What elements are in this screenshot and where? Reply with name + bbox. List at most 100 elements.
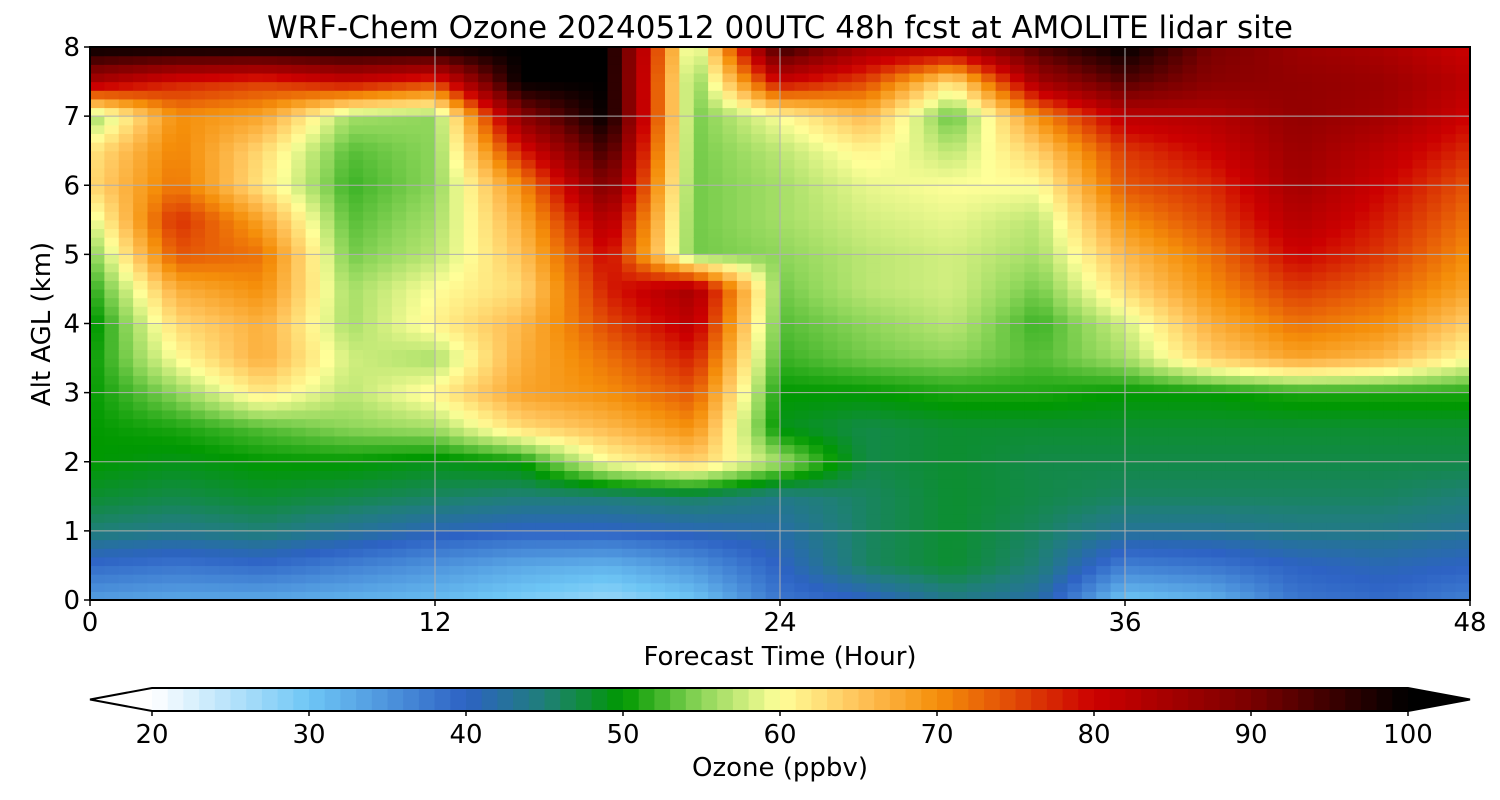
heat-cell xyxy=(636,288,652,299)
heat-cell xyxy=(952,245,968,255)
heat-cell xyxy=(1168,254,1184,264)
heat-cell xyxy=(1024,591,1040,600)
heat-cell xyxy=(923,288,939,299)
heat-cell xyxy=(391,409,407,420)
heat-cell xyxy=(147,332,163,342)
heat-cell xyxy=(1139,479,1155,489)
heat-cell xyxy=(262,470,278,480)
heat-cell xyxy=(334,193,350,204)
heat-cell xyxy=(851,98,867,109)
heat-cell xyxy=(564,133,580,143)
heat-cell xyxy=(736,453,752,463)
heat-cell xyxy=(636,487,652,497)
heat-cell xyxy=(1125,323,1140,333)
heat-cell xyxy=(90,98,105,109)
heat-cell xyxy=(751,176,767,186)
heat-cell xyxy=(1196,453,1212,463)
heat-cell xyxy=(147,358,163,368)
heat-cell xyxy=(506,263,522,273)
heat-cell xyxy=(765,453,781,463)
heat-cell xyxy=(621,323,637,333)
heat-cell xyxy=(90,383,105,394)
heat-cell xyxy=(334,133,350,143)
heat-cell xyxy=(118,435,134,446)
heat-cell xyxy=(564,444,580,454)
heat-cell xyxy=(966,522,982,532)
heat-cell xyxy=(550,185,565,195)
heat-cell xyxy=(521,107,537,117)
heat-cell xyxy=(665,539,680,549)
heat-cell xyxy=(435,228,450,238)
heat-cell xyxy=(1096,530,1112,541)
heat-cell xyxy=(966,323,982,333)
heat-cell xyxy=(1081,219,1097,230)
heat-cell xyxy=(1096,418,1112,428)
heat-cell xyxy=(952,582,968,592)
heat-cell xyxy=(233,116,249,126)
heat-cell xyxy=(578,392,594,402)
heat-cell xyxy=(1182,228,1198,238)
heat-cell xyxy=(104,237,120,247)
heat-cell xyxy=(1110,548,1126,558)
heat-cell xyxy=(780,211,795,221)
heat-cell xyxy=(909,375,925,385)
heat-cell xyxy=(492,427,508,437)
heat-cell xyxy=(1024,375,1040,385)
heat-cell xyxy=(1096,107,1112,117)
heat-cell xyxy=(1038,133,1054,143)
heat-cell xyxy=(981,409,997,420)
heat-cell xyxy=(1024,202,1040,212)
heat-cell xyxy=(90,366,105,376)
heat-cell xyxy=(478,228,494,238)
heat-cell xyxy=(1024,574,1040,584)
heat-cell xyxy=(406,176,422,186)
heat-cell xyxy=(578,90,594,100)
heat-cell xyxy=(966,271,982,281)
heat-cell xyxy=(1168,401,1184,411)
heat-cell xyxy=(521,245,537,255)
heat-cell xyxy=(837,409,853,420)
heat-cell xyxy=(506,487,522,497)
heat-cell xyxy=(808,548,824,558)
heat-cell xyxy=(995,288,1011,299)
heat-cell xyxy=(190,427,206,437)
heat-cell xyxy=(895,72,910,83)
heat-cell xyxy=(952,548,968,558)
heat-cell xyxy=(909,107,925,117)
heat-cell xyxy=(161,167,177,178)
heat-cell xyxy=(1081,193,1097,204)
heat-cell xyxy=(578,366,594,376)
heat-cell xyxy=(133,90,149,100)
heat-cell xyxy=(938,133,954,143)
heat-cell xyxy=(1010,116,1025,126)
heat-cell xyxy=(1024,392,1040,402)
heat-cell xyxy=(348,401,364,411)
heat-cell xyxy=(765,254,781,264)
heat-cell xyxy=(420,254,436,264)
heat-cell xyxy=(708,72,724,83)
heat-cell xyxy=(147,245,163,255)
heat-cell xyxy=(320,159,335,169)
heat-cell xyxy=(1010,90,1025,100)
heat-cell xyxy=(1168,392,1184,402)
heat-cell xyxy=(363,401,379,411)
heat-cell xyxy=(305,591,321,600)
heat-cell xyxy=(449,124,465,135)
heat-cell xyxy=(708,548,724,558)
heat-cell xyxy=(621,479,637,489)
heat-cell xyxy=(118,323,134,333)
heat-cell xyxy=(1182,435,1198,446)
heat-cell xyxy=(104,548,120,558)
heat-cell xyxy=(1024,453,1040,463)
heat-cell xyxy=(305,81,321,91)
heat-cell xyxy=(391,513,407,523)
heat-cell xyxy=(1081,582,1097,592)
heat-cell xyxy=(780,64,795,74)
heat-cell xyxy=(621,582,637,592)
heat-cell xyxy=(981,496,997,506)
heat-cell xyxy=(1081,124,1097,135)
heat-cell xyxy=(363,211,379,221)
heat-cell xyxy=(823,72,839,83)
heat-cell xyxy=(248,64,264,74)
heat-cell xyxy=(363,496,379,506)
